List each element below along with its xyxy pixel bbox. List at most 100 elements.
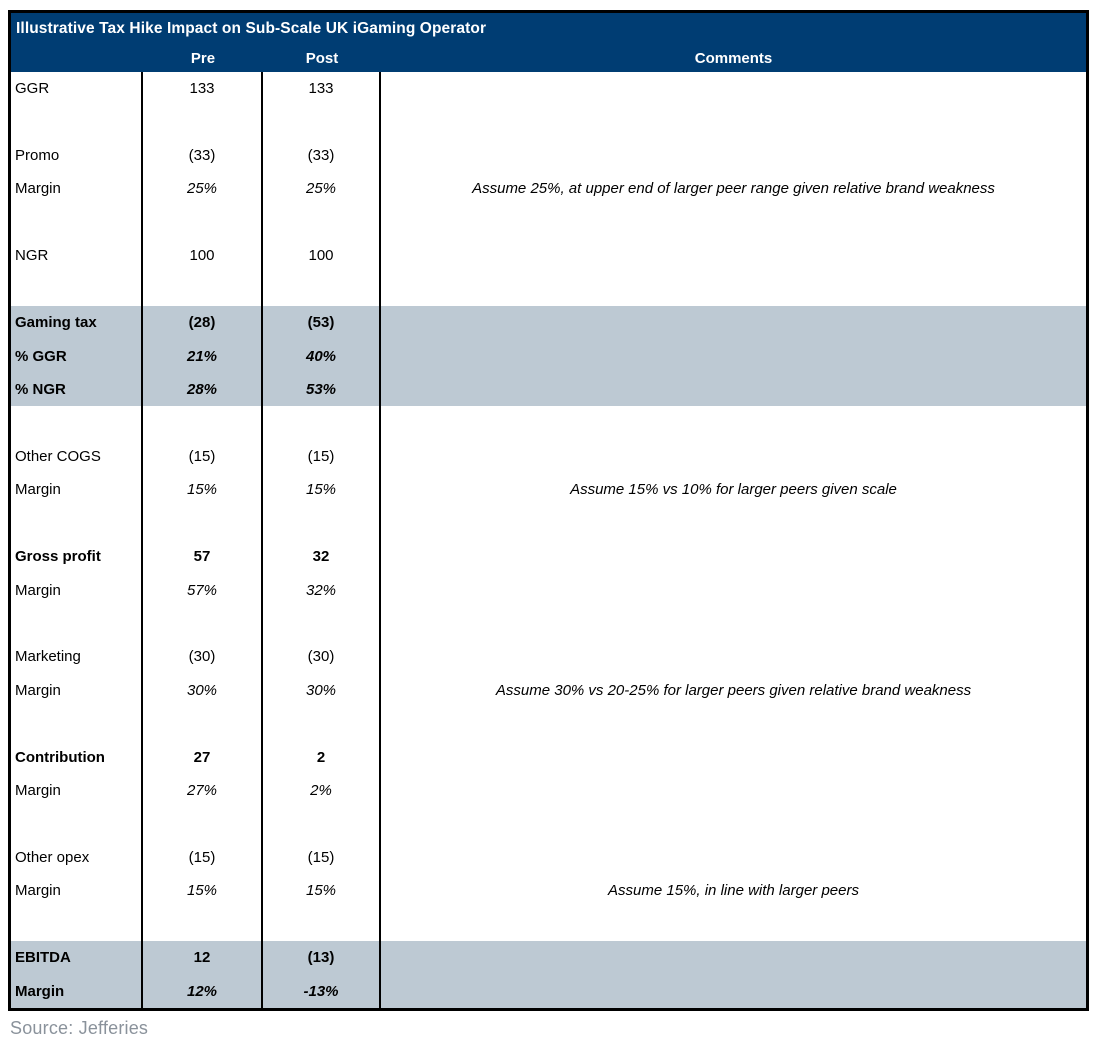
- pre-value: 30%: [143, 673, 263, 708]
- post-value: (13): [263, 940, 381, 975]
- post-value: -13%: [263, 974, 381, 1008]
- comment-text: Assume 15% vs 10% for larger peers given…: [570, 481, 897, 499]
- row-label: Margin: [11, 773, 143, 808]
- pre-value: 133: [143, 72, 263, 106]
- pre-value: [143, 606, 263, 641]
- comment-text: Assume 25%, at upper end of larger peer …: [472, 180, 995, 198]
- row-label: Contribution: [11, 740, 143, 774]
- pre-value: 15%: [143, 473, 263, 507]
- post-value: 15%: [263, 874, 381, 908]
- post-value: [263, 707, 381, 741]
- table-row: [11, 406, 1086, 440]
- table-row: Margin 25% 25% Assume 25%, at upper end …: [11, 172, 1086, 206]
- row-label: [11, 105, 143, 139]
- table-row: [11, 105, 1086, 139]
- post-value: 30%: [263, 673, 381, 708]
- comment-text: [381, 406, 1086, 439]
- row-label: [11, 807, 143, 841]
- table-row: Other opex (15) (15): [11, 840, 1086, 875]
- table-header: Illustrative Tax Hike Impact on Sub-Scal…: [11, 13, 1086, 72]
- table-row: Margin 27% 2%: [11, 773, 1086, 808]
- post-value: 100: [263, 239, 381, 273]
- table-row: Other COGS (15) (15): [11, 439, 1086, 474]
- post-value: [263, 807, 381, 841]
- pre-value: (15): [143, 840, 263, 875]
- pre-value: 25%: [143, 172, 263, 206]
- pre-value: [143, 907, 263, 941]
- pre-value: 12%: [143, 974, 263, 1008]
- row-label: Other opex: [11, 840, 143, 875]
- table-row: Promo (33) (33): [11, 138, 1086, 173]
- table-row: [11, 807, 1086, 841]
- table-row: Contribution 27 2: [11, 740, 1086, 774]
- row-label: Margin: [11, 573, 143, 607]
- row-label: Gross profit: [11, 539, 143, 574]
- pre-value: (30): [143, 640, 263, 674]
- table-row: Margin 15% 15% Assume 15%, in line with …: [11, 874, 1086, 908]
- row-label: [11, 707, 143, 741]
- post-value: [263, 406, 381, 440]
- row-label: Margin: [11, 172, 143, 206]
- post-value: (15): [263, 439, 381, 474]
- comment-text: [381, 941, 1086, 974]
- column-header-post: Post: [305, 50, 339, 67]
- table-row: % NGR 28% 53%: [11, 372, 1086, 407]
- post-value: 133: [263, 72, 381, 106]
- pre-value: 57%: [143, 573, 263, 607]
- post-value: 15%: [263, 473, 381, 507]
- row-label: NGR: [11, 239, 143, 273]
- row-label: % NGR: [11, 372, 143, 407]
- comment-text: [381, 306, 1086, 339]
- comment-text: [381, 707, 1086, 740]
- table-row: [11, 506, 1086, 540]
- comment-text: [381, 573, 1086, 606]
- post-value: [263, 105, 381, 139]
- pre-value: 100: [143, 239, 263, 273]
- pre-value: 21%: [143, 339, 263, 373]
- table-row: [11, 907, 1086, 941]
- pre-value: (28): [143, 305, 263, 340]
- tax-impact-table: Illustrative Tax Hike Impact on Sub-Scal…: [8, 10, 1089, 1039]
- table-row: Marketing (30) (30): [11, 640, 1086, 674]
- post-value: (15): [263, 840, 381, 875]
- row-label: Promo: [11, 138, 143, 173]
- table-row: Margin 12% -13%: [11, 974, 1086, 1008]
- table-row: % GGR 21% 40%: [11, 339, 1086, 373]
- comment-text: [381, 807, 1086, 840]
- row-label: Margin: [11, 974, 143, 1008]
- row-label: EBITDA: [11, 940, 143, 975]
- comment-text: [381, 974, 1086, 1007]
- row-label: Marketing: [11, 640, 143, 674]
- pre-value: [143, 807, 263, 841]
- pre-value: (15): [143, 439, 263, 474]
- pre-value: [143, 105, 263, 139]
- comment-text: [381, 239, 1086, 272]
- post-value: 32: [263, 539, 381, 574]
- table-title: Illustrative Tax Hike Impact on Sub-Scal…: [16, 20, 487, 37]
- comment-text: [381, 640, 1086, 673]
- column-header-row: Pre Post Comments: [11, 45, 1086, 72]
- row-label: Gaming tax: [11, 305, 143, 340]
- comment-text: [381, 339, 1086, 372]
- post-value: 40%: [263, 339, 381, 373]
- row-label: Other COGS: [11, 439, 143, 474]
- row-label: % GGR: [11, 339, 143, 373]
- table-row: NGR 100 100: [11, 239, 1086, 273]
- source-note: Source: Jefferies: [10, 1017, 149, 1038]
- table-row: [11, 707, 1086, 741]
- row-label: [11, 606, 143, 641]
- pre-value: 27: [143, 740, 263, 774]
- table-row: EBITDA 12 (13): [11, 940, 1086, 975]
- table-row: Gaming tax (28) (53): [11, 305, 1086, 340]
- comment-text: [381, 506, 1086, 539]
- table-row: Margin 57% 32%: [11, 573, 1086, 607]
- column-header-comments: Comments: [694, 50, 773, 67]
- pre-value: 27%: [143, 773, 263, 808]
- post-value: [263, 506, 381, 540]
- comment-text: [381, 740, 1086, 773]
- table-row: Margin 15% 15% Assume 15% vs 10% for lar…: [11, 473, 1086, 507]
- financial-table: Illustrative Tax Hike Impact on Sub-Scal…: [8, 10, 1089, 1011]
- comment-text: [381, 774, 1086, 807]
- pre-value: 28%: [143, 372, 263, 407]
